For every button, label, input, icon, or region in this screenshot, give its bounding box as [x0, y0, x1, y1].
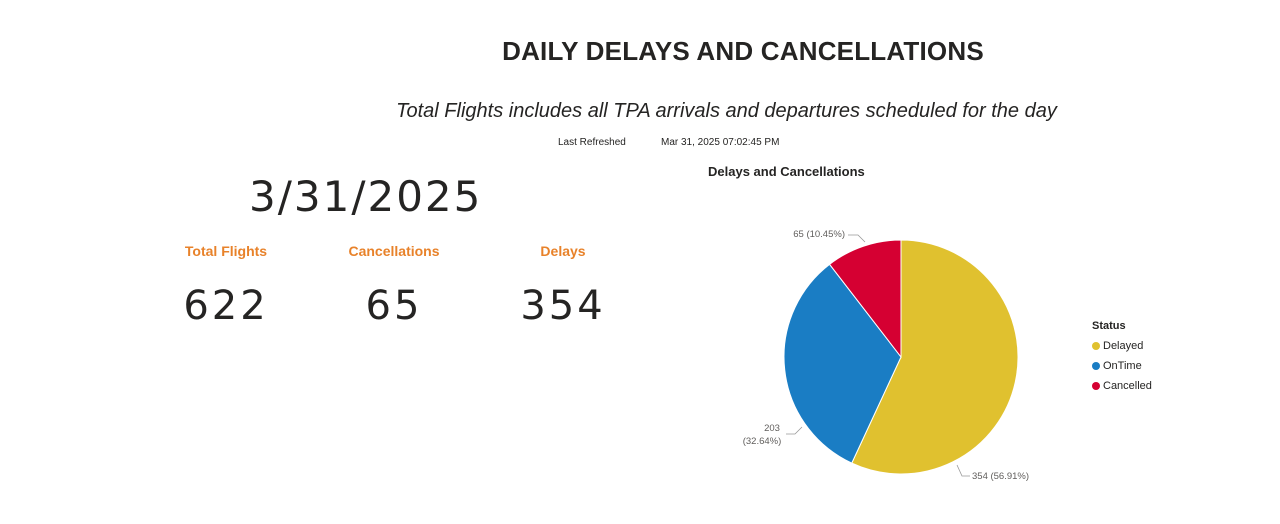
pie-chart: 65 (10.45%) 203 (32.64%) 354 (56.91%): [743, 229, 1029, 482]
last-refreshed-value: Mar 31, 2025 07:02:45 PM: [661, 137, 780, 148]
data-label-ontime-percent: (32.64%): [743, 436, 782, 447]
legend-label-cancelled: Cancelled: [1103, 380, 1152, 392]
kpi-cancellations-label: Cancellations: [348, 243, 440, 259]
kpi-delays-value: 354: [520, 283, 606, 329]
legend-title: Status: [1092, 320, 1126, 332]
pie-slice-cancelled[interactable]: [828, 239, 902, 359]
leader-line-ontime: [786, 426, 803, 435]
kpi-total-flights-value: 622: [183, 283, 269, 329]
legend-item-ontime[interactable]: OnTime: [1092, 356, 1152, 376]
pie-slice-delayed[interactable]: [851, 239, 1019, 475]
page-title: DAILY DELAYS AND CANCELLATIONS: [502, 36, 984, 66]
kpi-delays-label: Delays: [540, 243, 586, 259]
legend-item-cancelled[interactable]: Cancelled: [1092, 376, 1152, 396]
legend-swatch-cancelled: [1092, 382, 1100, 390]
last-refreshed-label: Last Refreshed: [558, 137, 626, 148]
legend-swatch-ontime: [1092, 362, 1100, 370]
pie-slice-ontime[interactable]: [783, 263, 902, 464]
kpi-total-flights-label: Total Flights: [184, 243, 268, 259]
leader-line-cancelled: [848, 234, 866, 243]
legend-label-delayed: Delayed: [1103, 340, 1144, 352]
chart-legend: Status Delayed OnTime Cancelled: [1092, 320, 1152, 396]
chart-title: Delays and Cancellations: [708, 164, 865, 179]
report-date: 3/31/2025: [249, 172, 483, 221]
legend-swatch-delayed: [1092, 342, 1100, 350]
data-label-delayed: 354 (56.91%): [972, 471, 1029, 482]
data-label-ontime-value: 203: [764, 423, 780, 434]
data-label-cancelled: 65 (10.45%): [793, 229, 845, 240]
kpi-cancellations-value: 65: [365, 283, 423, 329]
page-subtitle: Total Flights includes all TPA arrivals …: [396, 100, 1057, 122]
legend-item-delayed[interactable]: Delayed: [1092, 336, 1152, 356]
legend-label-ontime: OnTime: [1103, 360, 1142, 372]
leader-line-delayed: [956, 464, 970, 477]
